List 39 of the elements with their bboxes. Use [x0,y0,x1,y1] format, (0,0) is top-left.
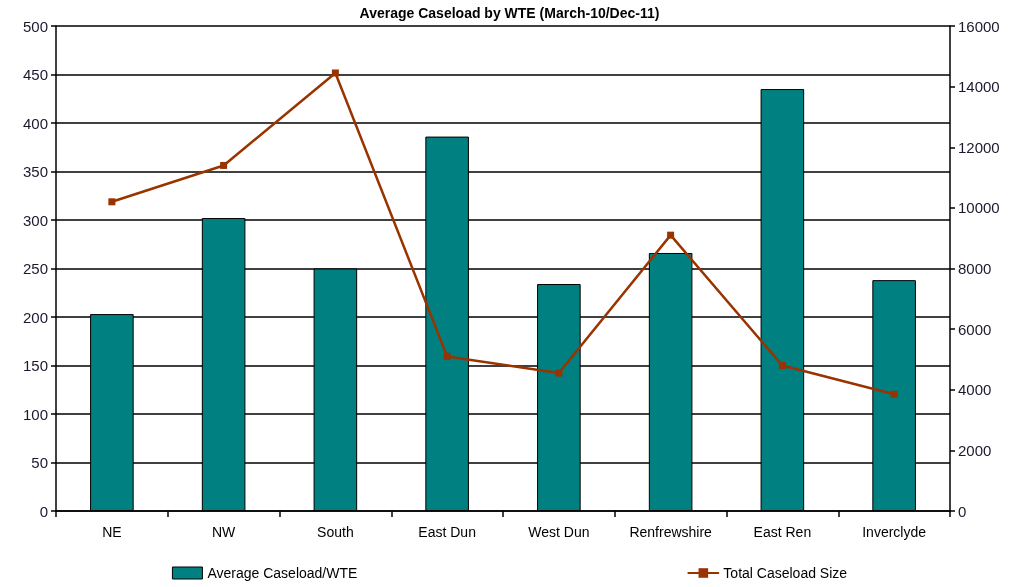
y-tick-label: 150 [22,357,48,374]
legend-label: Total Caseload Size [723,565,848,581]
point [667,231,675,239]
y2-tick-label: 16000 [958,17,1000,35]
point [331,69,339,77]
y-tick-label: 350 [22,163,48,180]
point [220,161,228,169]
y-tick-label: 450 [22,66,48,83]
y2-tick-label: 4000 [958,381,992,399]
y-tick-label: 100 [22,405,48,423]
point [555,369,563,377]
x-tick-label: NE [102,524,122,540]
y-tick-label: 200 [22,308,48,326]
x-tick-label: East Ren [753,524,812,540]
x-tick-label: Renfrewshire [629,524,713,540]
y2-tick-label: 10000 [958,199,1000,217]
y-tick-label: 500 [22,17,48,35]
y-tick-label: 400 [22,114,48,132]
chart-title: Average Caseload by WTE (March-10/Dec-11) [359,5,660,21]
y2-tick-label: 14000 [958,78,1000,96]
x-tick-label: West Dun [528,524,590,540]
y-tick-label: 300 [22,211,48,229]
x-tick-label: East Dun [418,524,476,540]
y2-tick-label: 8000 [958,260,992,277]
point [778,362,786,369]
y-tick-label: 250 [22,260,48,277]
y2-tick-label: 0 [958,502,967,520]
y-tick-label: 0 [39,502,48,520]
x-tick-label: Inverclyde [862,524,927,540]
y2-tick-label: 12000 [958,138,1000,156]
y2-tick-label: 6000 [958,320,992,338]
point [443,352,451,360]
legend-label: Average Caseload/WTE [207,565,358,581]
x-tick-label: South [317,524,354,540]
point [890,390,898,398]
point [108,198,116,206]
x-tick-label: NW [211,524,237,540]
y2-tick-label: 2000 [958,441,992,459]
y-tick-label: 50 [31,454,48,471]
